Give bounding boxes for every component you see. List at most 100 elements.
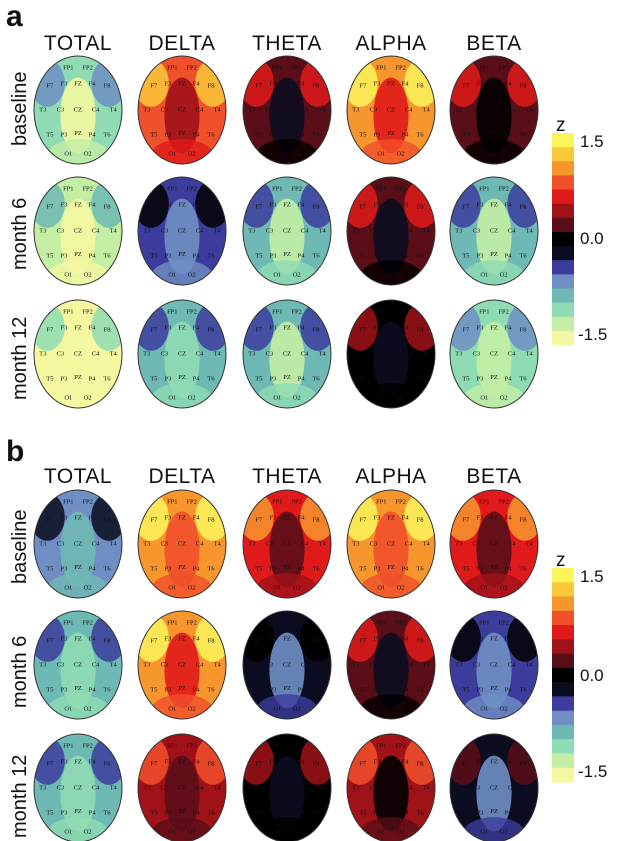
colorbars (552, 133, 574, 783)
electrode-f4: F4 (193, 325, 201, 332)
electrode-c3: C3 (57, 350, 65, 357)
electrode-c3: C3 (370, 661, 378, 668)
electrode-cz: CZ (490, 540, 498, 547)
electrode-t5: T5 (255, 686, 262, 693)
electrode-f4: F4 (89, 202, 97, 209)
electrode-p4: P4 (298, 252, 306, 259)
electrode-f4: F4 (298, 81, 306, 88)
electrode-fp1: FP1 (63, 64, 73, 71)
electrode-o2: O2 (500, 395, 508, 402)
electrode-t4: T4 (214, 540, 222, 547)
electrode-t6: T6 (312, 686, 320, 693)
electrode-f3: F3 (164, 325, 171, 332)
electrode-fp1: FP1 (272, 742, 282, 749)
electrode-pz: PZ (387, 374, 395, 381)
electrode-pz: PZ (387, 251, 395, 258)
electrode-t5: T5 (150, 375, 157, 382)
electrode-p4: P4 (193, 375, 201, 382)
electrode-fp2: FP2 (291, 742, 301, 749)
electrode-fz: FZ (490, 325, 498, 332)
electrode-t6: T6 (103, 131, 111, 138)
electrode-t5: T5 (462, 252, 469, 259)
electrode-t6: T6 (416, 252, 424, 259)
electrode-t3: T3 (352, 784, 359, 791)
electrode-o1: O1 (480, 151, 488, 158)
topomap-b-month-12-alpha: FP1 FP2 F7 F3 FZ F4 F8 T3 C3 CZ C4 T4 T5 P3 PZ P4 T6 O1 O2 (343, 734, 440, 841)
electrode-o1: O1 (64, 706, 72, 713)
electrode-c4: C4 (508, 350, 516, 357)
electrode-t3: T3 (39, 661, 46, 668)
electrode-fp1: FP1 (63, 308, 73, 315)
topomap-a-month-12-delta: FP1 FP2F7 F3 FZ F4 F8T3 C3 CZ C4 T4T5 P3 PZ P4 T6O1 O2 (134, 300, 231, 416)
electrode-t6: T6 (103, 565, 111, 572)
topomap-b-baseline-theta: FP1 FP2F7 F3 FZ F4 F8T3 C3 CZ C4 T4T5 P3 PZ P4 T6O1 O2 (239, 490, 336, 606)
electrode-o1: O1 (64, 272, 72, 279)
electrode-fp2: FP2 (82, 742, 92, 749)
electrode-f7: F7 (46, 83, 54, 90)
electrode-t3: T3 (352, 106, 359, 113)
electrode-f4: F4 (402, 202, 410, 209)
electrode-fz: FZ (387, 202, 395, 209)
electrode-t3: T3 (248, 540, 255, 547)
electrode-cz: CZ (283, 784, 291, 791)
electrode-c3: C3 (161, 227, 169, 234)
topomap-a-baseline-total: FP1 FP2F7 F3 FZ F4 F8T3 C3 CZ C4 T4T5 P3 PZ P4 T6O1 O2 (30, 56, 127, 172)
electrode-p4: P4 (193, 252, 201, 259)
electrode-f4: F4 (298, 515, 306, 522)
topomap-b-month-12-total: FP1 FP2F7 F3 FZ F4 F8T3 C3 CZ C4 T4T5 P3 PZ P4 T6O1 O2 (30, 734, 127, 841)
electrode-cz: CZ (74, 540, 82, 547)
electrode-c3: C3 (370, 350, 378, 357)
electrode-t5: T5 (255, 565, 262, 572)
electrode-f8: F8 (417, 638, 424, 645)
electrode-t4: T4 (319, 661, 327, 668)
electrode-f4: F4 (89, 81, 97, 88)
electrode-pz: PZ (490, 130, 498, 137)
electrode-o1: O1 (480, 585, 488, 592)
electrode-c4: C4 (405, 784, 413, 791)
electrode-pz: PZ (178, 130, 186, 137)
colorbar-swatch (552, 147, 574, 162)
electrode-f3: F3 (373, 202, 380, 209)
topomap-b-month-6-total: FP1 FP2F7 F3 FZ F4 F8T3 C3 CZ C4 T4T5 P3 PZ P4 T6O1 O2 (30, 611, 127, 727)
electrode-o1: O1 (377, 151, 385, 158)
electrode-cz: CZ (490, 661, 498, 668)
electrode-t6: T6 (416, 375, 424, 382)
topomap-b-baseline-alpha: FP1 FP2F7 F3 FZ F4 F8T3 C3 CZ C4 T4T5 P3 PZ P4 T6O1 O2 (343, 490, 440, 606)
electrode-f7: F7 (150, 638, 158, 645)
electrode-t5: T5 (46, 565, 53, 572)
electrode-c3: C3 (161, 661, 169, 668)
electrode-c4: C4 (196, 661, 204, 668)
electrode-pz: PZ (283, 808, 291, 815)
electrode-t3: T3 (455, 350, 462, 357)
panel-a-letter: a (6, 2, 23, 32)
electrode-fz: FZ (74, 325, 82, 332)
electrode-p3: P3 (164, 565, 171, 572)
electrode-o1: O1 (273, 395, 281, 402)
panel-a-colorbar-tick-min: -1.5 (578, 326, 607, 344)
region-occipital (256, 139, 318, 171)
electrode-f8: F8 (104, 761, 111, 768)
electrode-p3: P3 (60, 375, 67, 382)
electrode-f8: F8 (417, 327, 424, 334)
electrode-cz: CZ (178, 227, 186, 234)
electrode-t4: T4 (423, 350, 431, 357)
electrode-c4: C4 (196, 227, 204, 234)
electrode-p3: P3 (476, 131, 483, 138)
electrode-fz: FZ (490, 81, 498, 88)
electrode-f8: F8 (208, 83, 215, 90)
panel-b-row-baseline: baseline (10, 509, 30, 584)
colorbar-swatch (552, 768, 574, 783)
electrode-p3: P3 (60, 565, 67, 572)
electrode-o1: O1 (377, 272, 385, 279)
electrode-f8: F8 (104, 83, 111, 90)
electrode-c4: C4 (301, 540, 309, 547)
electrode-f4: F4 (89, 515, 97, 522)
electrode-cz: CZ (490, 106, 498, 113)
electrode-f4: F4 (505, 202, 513, 209)
electrode-c4: C4 (508, 106, 516, 113)
electrode-t3: T3 (352, 227, 359, 234)
topomap-b-baseline-delta: FP1 FP2 F7 F3 FZ F4 F8 T3 C3 CZ C4 T4 T5 P3 PZ P4 T6 O1 O2 (134, 490, 231, 606)
electrode-t4: T4 (319, 540, 327, 547)
topomap-b-month-12-beta: FP1 FP2F7 F3 FZ F4 F8T3 C3 CZ C4 T4T5 P3 PZ P4 T6O1 O2 (446, 734, 543, 841)
region-occipital (47, 260, 109, 292)
